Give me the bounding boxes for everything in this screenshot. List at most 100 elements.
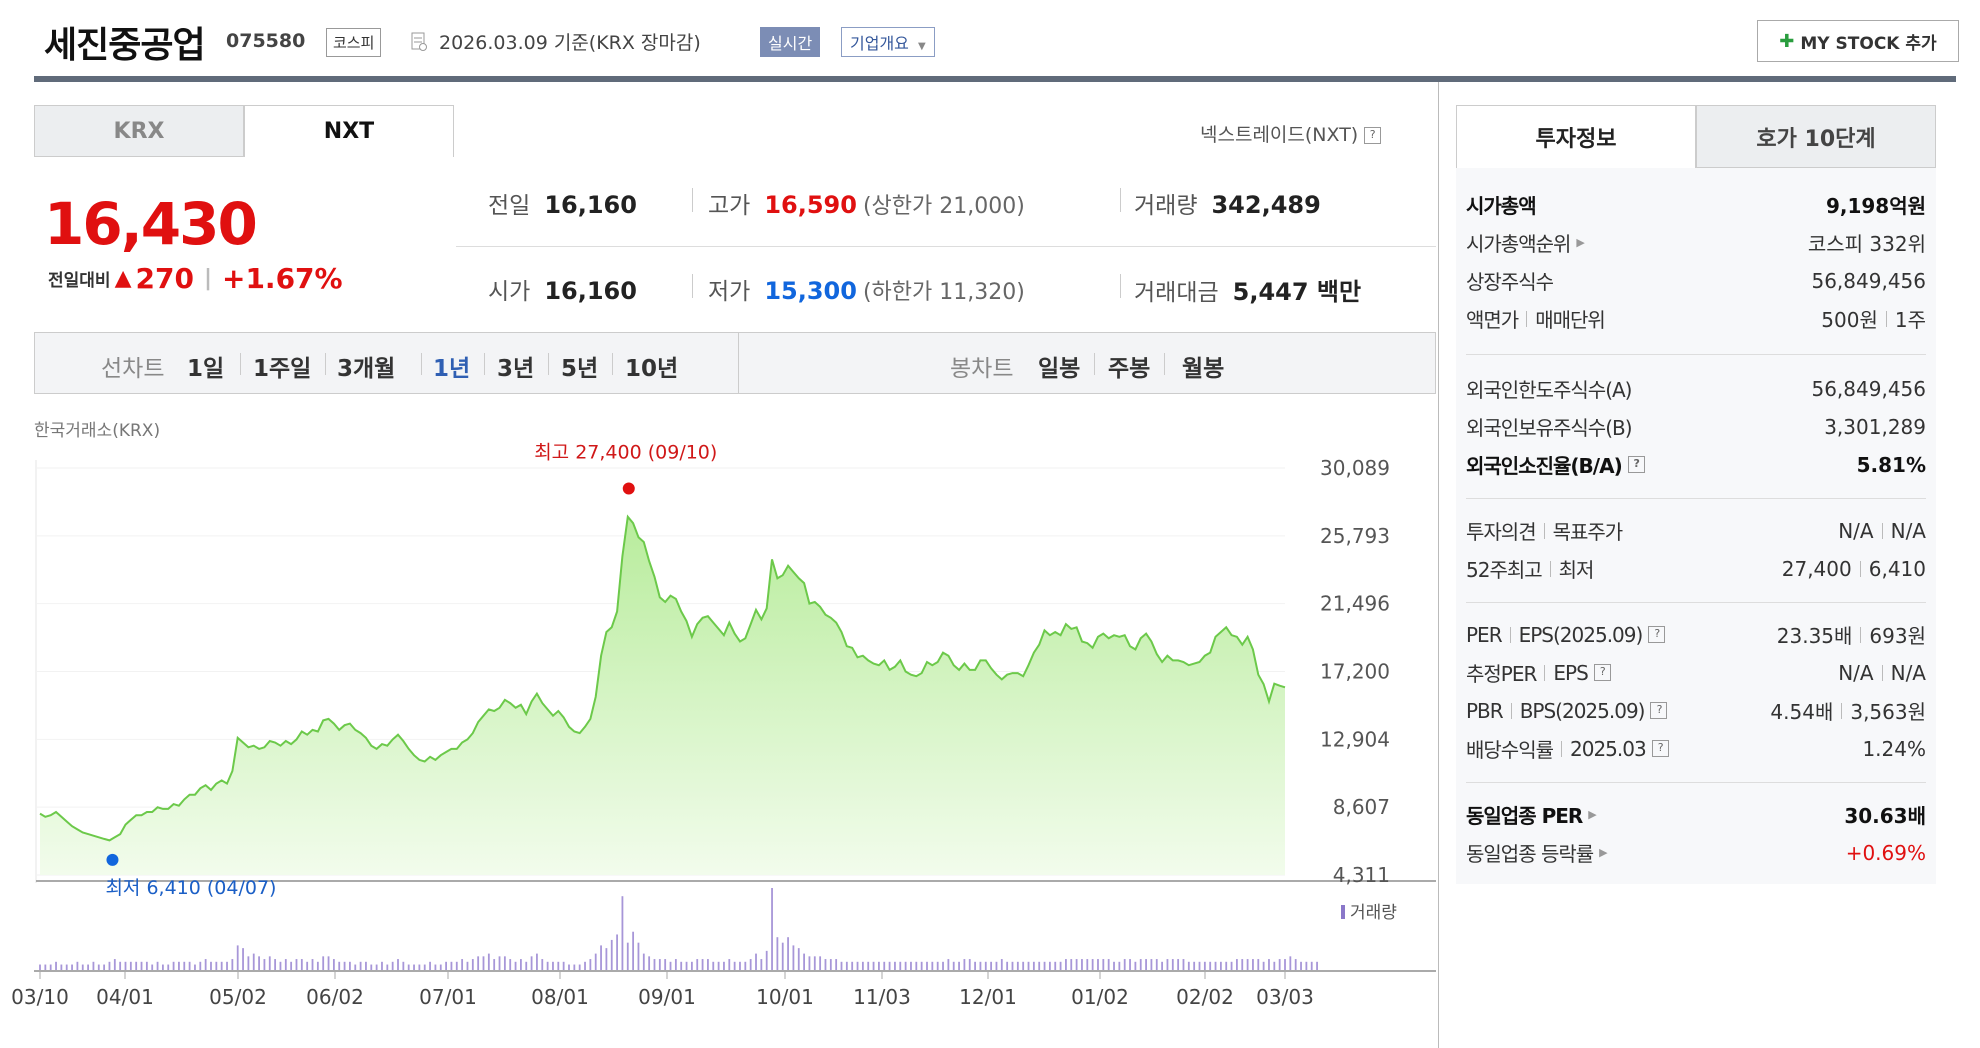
volume-bar [327, 956, 330, 970]
y-tick-label: 30,089 [1320, 456, 1390, 480]
row-industry-per[interactable]: 동일업종 PER ▶ 30.63배 [1466, 800, 1926, 829]
volume-bar [1241, 959, 1244, 970]
volume-bar [1268, 959, 1270, 970]
candle-monthly[interactable]: 월봉 [1182, 356, 1225, 382]
range-5y[interactable]: 5년 [561, 356, 599, 382]
face-value-label: 액면가 [1466, 308, 1519, 332]
volume-bar [1011, 961, 1014, 970]
row-est-per-eps: 추정PER EPS? N/A N/A [1466, 658, 1926, 687]
volume-bar [44, 964, 47, 970]
base-date: 2026.03.09 기준(KRX 장마감) [439, 32, 701, 54]
stock-name: 세진중공업 [44, 25, 206, 66]
separator [1164, 353, 1165, 375]
volume-bar [316, 961, 319, 970]
range-1d[interactable]: 1일 [187, 356, 225, 382]
volume-bar [1006, 961, 1009, 970]
help-icon[interactable]: ? [1648, 626, 1666, 643]
volume-legend-label: 거래량 [1350, 903, 1397, 923]
help-icon[interactable]: ? [1651, 740, 1669, 757]
volume-bar [1027, 961, 1030, 970]
volume-bar [199, 961, 202, 970]
volume-bar [856, 961, 859, 970]
tab-nxt[interactable]: NXT [244, 105, 454, 157]
row-market-cap: 시가총액 9,198억원 [1466, 190, 1926, 219]
row-industry-change[interactable]: 동일업종 등락률 ▶ +0.69% [1466, 838, 1926, 867]
range-1w[interactable]: 1주일 [253, 356, 312, 382]
candle-daily[interactable]: 일봉 [1038, 356, 1081, 382]
volume-bar [284, 959, 287, 970]
volume-bar [963, 959, 966, 970]
foreign-holding-label: 외국인보유주식수(B) [1466, 416, 1633, 440]
volume-bar [258, 956, 260, 970]
volume-bar [664, 959, 667, 970]
volume-bar [1278, 959, 1281, 970]
volume-bar [92, 961, 95, 970]
est-per-label: 추정PER [1466, 662, 1537, 686]
range-3y[interactable]: 3년 [497, 356, 535, 382]
quote-divider [456, 246, 1436, 247]
volume-bar [808, 956, 811, 970]
volume-bar [717, 961, 720, 970]
help-icon[interactable]: ? [1627, 456, 1645, 473]
tab-order-book-10[interactable]: 호가 10단계 [1696, 105, 1936, 168]
help-icon[interactable]: ? [1364, 127, 1382, 144]
volume-bar [55, 961, 57, 970]
volume-bar [1305, 961, 1308, 970]
range-1y[interactable]: 1년 [433, 356, 471, 382]
volume-value: 342,489 [1211, 191, 1321, 219]
volume-bar [899, 961, 902, 970]
volume-bar [129, 961, 132, 970]
volume-bar [194, 964, 196, 970]
volume-bar [1209, 961, 1212, 970]
help-icon[interactable]: ? [1593, 664, 1611, 681]
help-icon[interactable]: ? [1650, 702, 1668, 719]
volume-bar [407, 964, 410, 970]
volume-bar [215, 961, 218, 970]
price-chart[interactable]: 4,311 8,607 12,904 17,200 21,496 25,793 30,089… [0, 440, 1438, 1020]
quote-high: 고가 16,590 (상한가 21,000) [708, 186, 1025, 220]
volume-bar [637, 942, 640, 970]
nxt-help-link[interactable]: 넥스트레이드(NXT)? [1200, 120, 1382, 147]
volume-bar [1219, 961, 1222, 970]
volume-bar [1123, 959, 1126, 970]
x-tick-label: 01/02 [1071, 985, 1129, 1009]
volume-bar [552, 961, 554, 970]
candle-weekly[interactable]: 주봉 [1108, 356, 1151, 382]
change-label: 전일대비 [48, 271, 111, 291]
face-value-value: 500원 [1821, 308, 1878, 332]
tab-investment-info[interactable]: 투자정보 [1456, 105, 1696, 168]
per-value: 23.35배 [1776, 624, 1853, 648]
volume-bar [781, 942, 784, 970]
separator [1509, 626, 1511, 643]
realtime-button[interactable]: 실시간 [760, 27, 821, 57]
volume-bar [1284, 959, 1286, 970]
industry-per-value: 30.63배 [1844, 804, 1926, 828]
volume-bar [1155, 959, 1158, 970]
volume-bar [776, 937, 779, 970]
volume-bar [306, 961, 309, 970]
range-3m[interactable]: 3개월 [337, 356, 396, 382]
high-marker [622, 482, 635, 495]
my-stock-add-button[interactable]: ✚ MY STOCK 추가 [1757, 20, 1959, 62]
volume-bar [888, 961, 891, 970]
volume-bar [418, 964, 421, 970]
tab-krx[interactable]: KRX [34, 105, 244, 157]
market-cap-value: 9,198억원 [1825, 194, 1926, 218]
volume-bar [910, 961, 912, 970]
row-market-cap-rank[interactable]: 시가총액순위 ▶ 코스피 332위 [1466, 228, 1926, 257]
est-per-value: N/A [1838, 660, 1874, 685]
range-10y[interactable]: 10년 [625, 356, 679, 382]
volume-bar [1187, 961, 1190, 970]
volume-bar [936, 961, 939, 970]
volume-bar [178, 961, 180, 970]
column-divider [1438, 82, 1439, 1048]
per-label: PER [1466, 622, 1503, 647]
volume-bar [124, 961, 127, 970]
volume-bar [1113, 961, 1115, 970]
volume-bar [712, 961, 715, 970]
volume-bar [701, 959, 704, 970]
company-overview-dropdown[interactable]: 기업개요 ▼ [841, 27, 935, 57]
volume-bar [920, 961, 923, 970]
y-tick-label: 25,793 [1320, 524, 1390, 548]
volume-bar [161, 964, 164, 970]
